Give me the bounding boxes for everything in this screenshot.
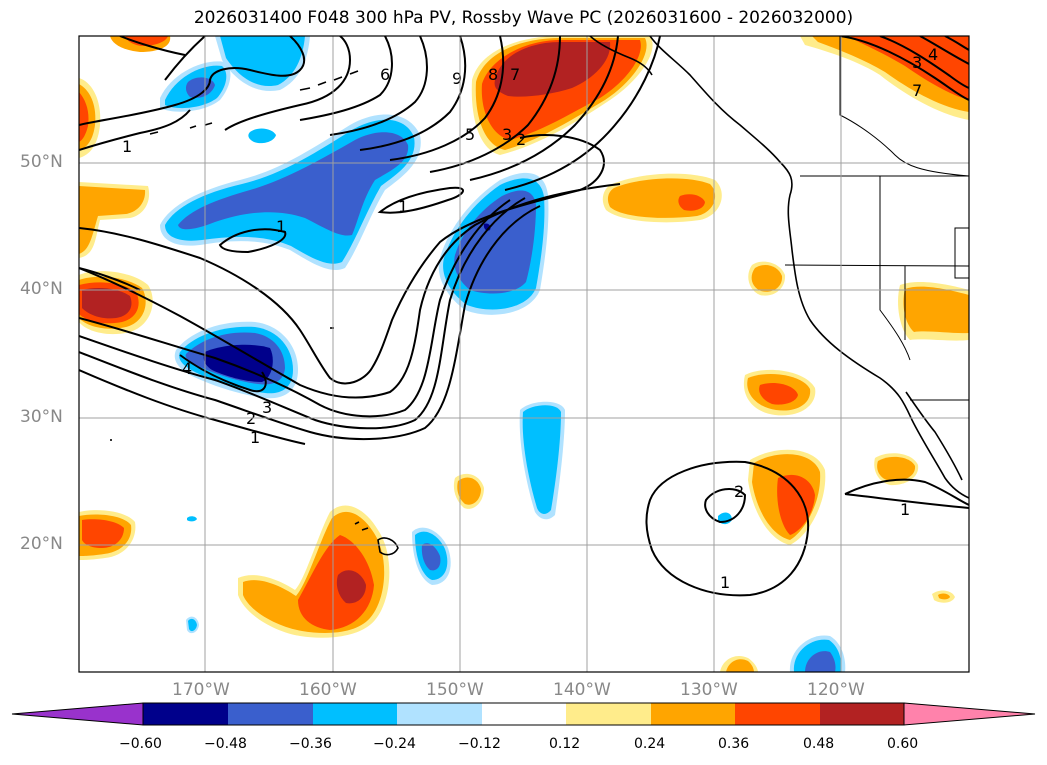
contour-label: 1 — [720, 573, 730, 592]
contour-label: 4 — [182, 359, 192, 378]
colorbar-tick: 0.36 — [718, 736, 750, 752]
contour-label: 8 — [488, 65, 498, 84]
lat-label: 40°N — [20, 279, 63, 299]
lat-label: 20°N — [20, 534, 63, 554]
gridlines — [79, 36, 969, 672]
contour-label: 1 — [250, 428, 260, 447]
contour-lines — [79, 36, 969, 597]
colorbar-extend-min — [11, 702, 144, 726]
political-borders — [784, 36, 969, 401]
contour-label: 3 — [912, 53, 922, 72]
colorbar-tick: 0.12 — [549, 736, 581, 752]
lon-label: 160°W — [299, 680, 357, 700]
map-title: 2026031400 F048 300 hPa PV, Rossby Wave … — [193, 8, 854, 28]
contour-label: 1 — [900, 500, 910, 519]
lon-label: 130°W — [680, 680, 738, 700]
contour-label: 7 — [912, 81, 922, 100]
colorbar-bin — [143, 703, 228, 725]
contour-label: 2 — [516, 130, 526, 149]
colorbar-bin — [482, 703, 566, 725]
colorbar-bin — [313, 703, 397, 725]
contour-label: 7 — [510, 65, 520, 84]
colorbar-tick: 0.48 — [803, 736, 835, 752]
contour-label: 3 — [262, 398, 272, 417]
contour-label: 6 — [380, 65, 390, 84]
lon-label: 120°W — [807, 680, 865, 700]
colorbar-bin — [820, 703, 904, 725]
colorbar-tick: 0.60 — [887, 736, 919, 752]
contour-label: 9 — [452, 69, 462, 88]
colorbar — [11, 702, 1036, 726]
colorbar-bin — [735, 703, 820, 725]
plot-area: 1 1 1 1 1 2 3 4 5 6 7 8 9 3 2 7 3 4 2 1 — [79, 36, 969, 672]
colorbar-bin — [397, 703, 482, 725]
colorbar-extend-max — [903, 702, 1036, 726]
contour-label: 1 — [276, 217, 286, 236]
lat-label: 50°N — [20, 152, 63, 172]
plot-frame — [78, 35, 970, 673]
lat-label: 30°N — [20, 407, 63, 427]
contour-label: 4 — [928, 45, 938, 64]
colorbar-tick: −0.12 — [458, 736, 501, 752]
colorbar-tick: −0.48 — [204, 736, 247, 752]
lon-label: 150°W — [426, 680, 484, 700]
colorbar-tick: −0.36 — [289, 736, 332, 752]
colorbar-tick: −0.60 — [119, 736, 162, 752]
lon-label: 170°W — [172, 680, 230, 700]
coastlines — [110, 36, 969, 556]
colorbar-bin — [651, 703, 735, 725]
colorbar-tick: −0.24 — [373, 736, 416, 752]
contour-label: 2 — [734, 482, 744, 501]
contour-label: 1 — [122, 137, 132, 156]
contour-label: 1 — [398, 197, 408, 216]
contour-label: 3 — [502, 125, 512, 144]
lon-label: 140°W — [553, 680, 611, 700]
contour-label: 5 — [465, 125, 475, 144]
colorbar-bin — [228, 703, 313, 725]
colorbar-tick: 0.24 — [634, 736, 666, 752]
colorbar-bin — [566, 703, 651, 725]
